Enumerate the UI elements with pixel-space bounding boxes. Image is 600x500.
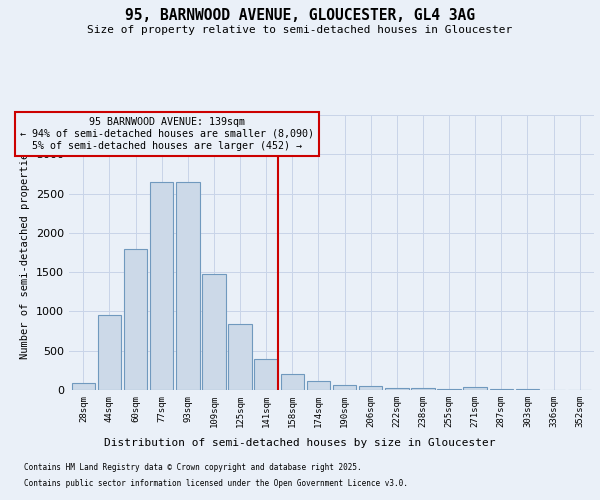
Text: Size of property relative to semi-detached houses in Gloucester: Size of property relative to semi-detach…: [88, 25, 512, 35]
Bar: [411, 388, 434, 390]
Y-axis label: Number of semi-detached properties: Number of semi-detached properties: [20, 146, 31, 359]
Bar: [229, 324, 252, 390]
Bar: [307, 380, 330, 390]
Bar: [176, 182, 200, 390]
Bar: [98, 316, 121, 390]
Bar: [385, 388, 409, 390]
Bar: [281, 374, 304, 390]
Bar: [202, 274, 226, 390]
Bar: [359, 386, 382, 390]
Text: Contains public sector information licensed under the Open Government Licence v3: Contains public sector information licen…: [24, 478, 408, 488]
Text: Distribution of semi-detached houses by size in Gloucester: Distribution of semi-detached houses by …: [104, 438, 496, 448]
Bar: [150, 182, 173, 390]
Bar: [490, 389, 513, 390]
Bar: [463, 387, 487, 390]
Bar: [437, 389, 461, 390]
Bar: [515, 389, 539, 390]
Bar: [71, 382, 95, 390]
Text: 95 BARNWOOD AVENUE: 139sqm
← 94% of semi-detached houses are smaller (8,090)
5% : 95 BARNWOOD AVENUE: 139sqm ← 94% of semi…: [20, 118, 314, 150]
Bar: [124, 248, 148, 390]
Bar: [254, 359, 278, 390]
Bar: [333, 386, 356, 390]
Text: Contains HM Land Registry data © Crown copyright and database right 2025.: Contains HM Land Registry data © Crown c…: [24, 464, 362, 472]
Text: 95, BARNWOOD AVENUE, GLOUCESTER, GL4 3AG: 95, BARNWOOD AVENUE, GLOUCESTER, GL4 3AG: [125, 8, 475, 22]
